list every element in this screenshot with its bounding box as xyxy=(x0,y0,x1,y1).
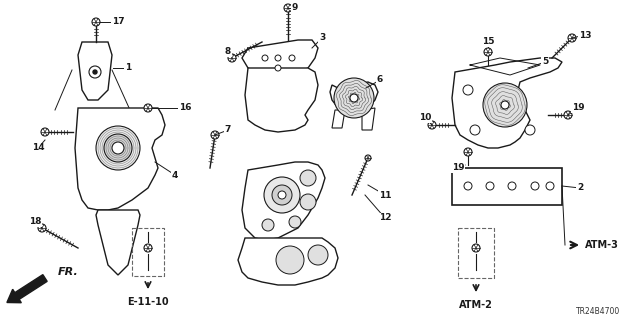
Text: 6: 6 xyxy=(377,76,383,85)
Polygon shape xyxy=(75,108,165,210)
Circle shape xyxy=(93,70,97,74)
Circle shape xyxy=(92,18,100,26)
Text: ATM-3: ATM-3 xyxy=(585,240,619,250)
Text: 5: 5 xyxy=(542,57,548,66)
Circle shape xyxy=(463,85,473,95)
Circle shape xyxy=(284,4,292,12)
Circle shape xyxy=(275,65,281,71)
Text: 2: 2 xyxy=(577,183,583,192)
Circle shape xyxy=(262,219,274,231)
Circle shape xyxy=(300,194,316,210)
Text: 18: 18 xyxy=(29,218,41,226)
Text: 13: 13 xyxy=(579,31,591,40)
Text: E-11-10: E-11-10 xyxy=(127,297,169,307)
Text: 7: 7 xyxy=(225,125,231,135)
Text: 4: 4 xyxy=(172,170,178,180)
Text: 10: 10 xyxy=(419,114,431,122)
Text: 14: 14 xyxy=(32,144,44,152)
Circle shape xyxy=(472,244,480,252)
Circle shape xyxy=(483,83,527,127)
Polygon shape xyxy=(245,68,318,132)
Bar xyxy=(132,228,164,276)
Text: 9: 9 xyxy=(292,4,298,12)
Text: 3: 3 xyxy=(319,33,325,42)
Text: 19: 19 xyxy=(452,164,464,173)
Text: 11: 11 xyxy=(379,190,391,199)
Text: 1: 1 xyxy=(125,63,131,72)
Text: TR24B4700: TR24B4700 xyxy=(576,308,620,316)
Text: 15: 15 xyxy=(482,38,494,47)
Circle shape xyxy=(41,128,49,136)
Circle shape xyxy=(96,126,140,170)
Circle shape xyxy=(564,111,572,119)
Circle shape xyxy=(144,244,152,252)
Circle shape xyxy=(365,155,371,161)
Circle shape xyxy=(289,55,295,61)
Circle shape xyxy=(464,182,472,190)
Circle shape xyxy=(464,148,472,156)
Polygon shape xyxy=(78,42,112,100)
Circle shape xyxy=(501,101,509,109)
Circle shape xyxy=(38,224,46,232)
Polygon shape xyxy=(362,108,375,130)
Circle shape xyxy=(531,182,539,190)
Circle shape xyxy=(486,182,494,190)
Circle shape xyxy=(228,54,236,62)
Circle shape xyxy=(289,216,301,228)
Circle shape xyxy=(264,177,300,213)
Text: FR.: FR. xyxy=(58,267,79,277)
Circle shape xyxy=(276,246,304,274)
FancyArrow shape xyxy=(7,275,47,303)
Circle shape xyxy=(508,182,516,190)
Circle shape xyxy=(334,78,374,118)
Polygon shape xyxy=(452,168,562,205)
Circle shape xyxy=(104,134,132,162)
Circle shape xyxy=(308,245,328,265)
Polygon shape xyxy=(238,238,338,285)
Polygon shape xyxy=(96,210,140,275)
Polygon shape xyxy=(452,58,562,148)
Text: 17: 17 xyxy=(112,18,124,26)
Circle shape xyxy=(112,142,124,154)
Circle shape xyxy=(211,131,219,139)
Circle shape xyxy=(278,191,286,199)
Circle shape xyxy=(89,66,101,78)
Circle shape xyxy=(275,55,281,61)
Text: 8: 8 xyxy=(225,48,231,56)
Polygon shape xyxy=(332,110,345,128)
Circle shape xyxy=(484,48,492,56)
Polygon shape xyxy=(242,40,318,75)
Polygon shape xyxy=(242,162,325,240)
Circle shape xyxy=(546,182,554,190)
Text: ATM-2: ATM-2 xyxy=(459,300,493,310)
Polygon shape xyxy=(330,82,378,112)
Circle shape xyxy=(272,185,292,205)
Bar xyxy=(458,228,494,278)
Text: 12: 12 xyxy=(379,213,391,222)
Circle shape xyxy=(262,55,268,61)
Circle shape xyxy=(428,121,436,129)
Circle shape xyxy=(525,125,535,135)
Circle shape xyxy=(300,170,316,186)
Circle shape xyxy=(350,94,358,102)
Text: 19: 19 xyxy=(572,103,584,113)
Circle shape xyxy=(144,104,152,112)
Circle shape xyxy=(568,34,576,42)
Text: 16: 16 xyxy=(179,103,191,113)
Circle shape xyxy=(470,125,480,135)
